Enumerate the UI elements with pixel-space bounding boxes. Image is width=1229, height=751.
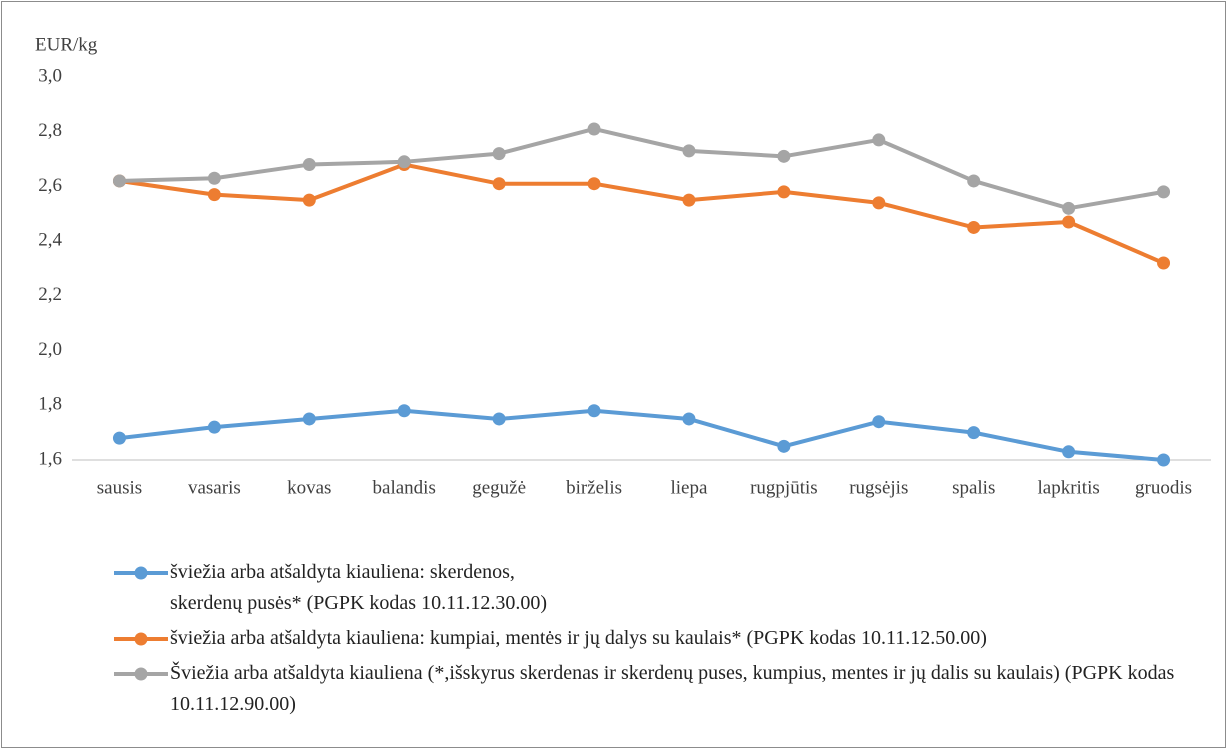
x-tick-label: gruodis — [1135, 477, 1192, 498]
x-tick-label: birželis — [566, 477, 622, 498]
data-point — [112, 431, 126, 445]
legend-label: Šviežia arba atšaldyta kiauliena (*,išsk… — [170, 662, 1175, 715]
series-line — [119, 162, 1165, 265]
data-point — [587, 177, 601, 191]
legend-item: Šviežia arba atšaldyta kiauliena (*,išsk… — [112, 658, 1212, 720]
data-point — [872, 133, 886, 147]
data-point — [967, 220, 981, 234]
x-tick-label: sausis — [97, 477, 142, 498]
legend-swatch — [114, 632, 168, 646]
x-tick-label: lapkritis — [1037, 477, 1099, 498]
data-point — [112, 174, 126, 188]
x-tick-label: rugsėjis — [849, 477, 908, 498]
x-tick-label: gegužė — [472, 477, 526, 498]
data-point — [1062, 445, 1076, 459]
data-point — [682, 193, 696, 207]
legend-marker — [134, 632, 148, 646]
data-point — [967, 426, 981, 440]
data-point — [587, 404, 601, 418]
legend-swatch — [114, 566, 168, 580]
y-tick-label: 1,6 — [38, 448, 62, 469]
x-tick-label: liepa — [670, 477, 707, 498]
data-point — [207, 420, 221, 434]
data-point — [397, 155, 411, 169]
data-point — [1062, 201, 1076, 215]
y-tick-label: 2,4 — [38, 230, 62, 251]
data-point — [967, 174, 981, 188]
data-point — [682, 412, 696, 426]
data-point — [207, 171, 221, 185]
legend-swatch — [114, 667, 168, 681]
legend-label: šviežia arba atšaldyta kiauliena: skerde… — [170, 561, 548, 614]
data-point — [302, 193, 316, 207]
data-point — [777, 185, 791, 199]
x-tick-label: balandis — [373, 477, 436, 498]
x-tick-label: rugpjūtis — [750, 477, 818, 498]
y-tick-label: 1,8 — [38, 394, 62, 415]
data-point — [397, 404, 411, 418]
y-axis-label: EUR/kg — [35, 34, 98, 55]
legend-marker — [134, 566, 148, 580]
data-point — [1157, 453, 1171, 467]
series-line — [119, 408, 1164, 462]
y-tick-label: 2,0 — [38, 339, 62, 360]
data-point — [302, 412, 316, 426]
x-tick-label: spalis — [952, 477, 995, 498]
legend-label: šviežia arba atšaldyta kiauliena: kumpia… — [170, 627, 987, 649]
y-tick-label: 2,6 — [38, 175, 62, 196]
legend-item: šviežia arba atšaldyta kiauliena: kumpia… — [112, 623, 1212, 654]
data-point — [872, 196, 886, 210]
data-point — [872, 415, 886, 429]
y-tick-label: 3,0 — [38, 65, 62, 86]
data-point — [682, 144, 696, 158]
data-point — [492, 412, 506, 426]
data-point — [587, 122, 601, 136]
legend-item: šviežia arba atšaldyta kiauliena: skerde… — [112, 557, 1212, 619]
x-tick-label: vasaris — [188, 477, 241, 498]
y-tick-label: 2,8 — [38, 120, 62, 141]
data-point — [207, 188, 221, 202]
y-tick-label: 2,2 — [38, 284, 62, 305]
legend-marker — [134, 667, 148, 681]
data-point — [1062, 215, 1076, 229]
data-point — [492, 147, 506, 161]
data-point — [777, 149, 791, 163]
data-point — [1157, 256, 1171, 270]
data-point — [777, 439, 791, 453]
x-tick-label: kovas — [287, 477, 331, 498]
data-point — [1157, 185, 1171, 199]
series-line — [119, 126, 1164, 211]
data-point — [492, 177, 506, 191]
legend: šviežia arba atšaldyta kiauliena: skerde… — [112, 557, 1212, 724]
data-point — [302, 158, 316, 172]
